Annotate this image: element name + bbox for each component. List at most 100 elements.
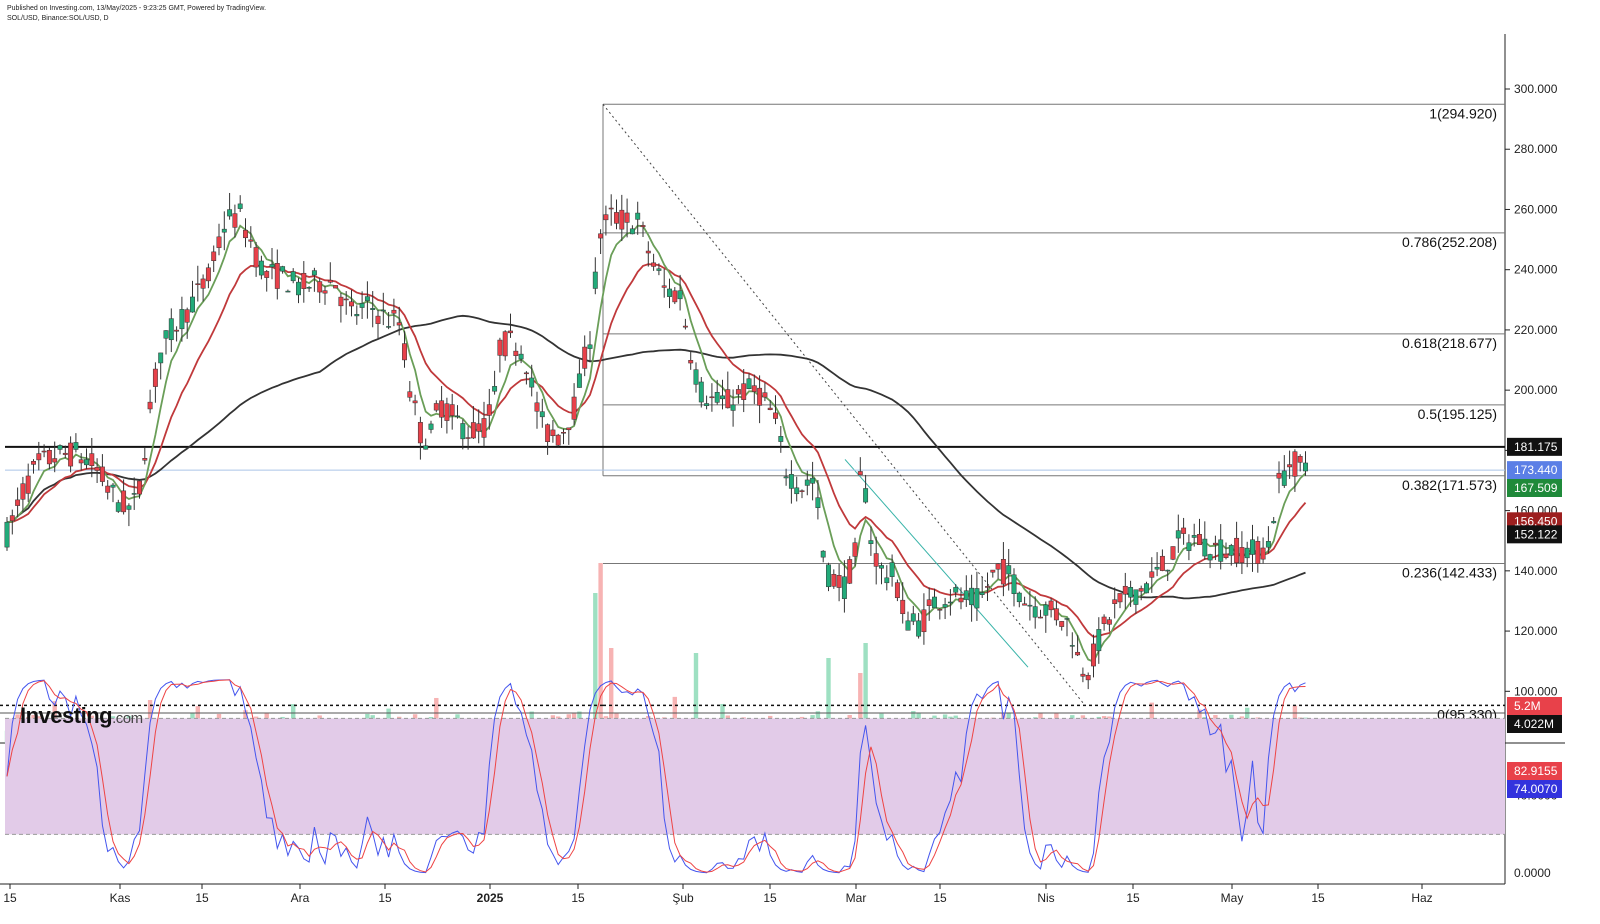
candle-body xyxy=(857,471,863,476)
candle-body xyxy=(576,373,582,388)
candle-body xyxy=(158,352,164,364)
candle-body xyxy=(523,372,529,375)
candle-body xyxy=(306,287,312,289)
fib-label-0.5: 0.5(195.125) xyxy=(1418,406,1497,422)
candle-body xyxy=(995,563,1001,570)
y-tick-label: 260.000 xyxy=(1514,202,1558,216)
candle-body xyxy=(1197,534,1202,546)
candle-body xyxy=(1260,547,1266,560)
candle-body xyxy=(258,260,264,276)
candle-body xyxy=(99,466,105,482)
candle-body xyxy=(619,209,625,230)
candle-body xyxy=(1038,616,1043,619)
candle-body xyxy=(1096,629,1102,652)
price-tag: 167.509 xyxy=(1514,481,1558,495)
candle-body xyxy=(115,502,121,512)
candle-body xyxy=(470,422,476,439)
y-tick-label: 280.000 xyxy=(1514,142,1558,156)
candle-body xyxy=(1297,456,1303,463)
candle-body xyxy=(94,467,100,471)
candle-body xyxy=(873,553,879,567)
candle-body xyxy=(1133,589,1139,605)
candle-body xyxy=(1064,618,1070,620)
candle-body xyxy=(1239,547,1245,564)
candle-body xyxy=(227,209,233,217)
candle-body xyxy=(280,266,286,272)
candle-body xyxy=(444,403,450,421)
volume-bar xyxy=(826,658,831,743)
candle-body xyxy=(126,505,132,510)
candle-body xyxy=(486,404,492,416)
candle-body xyxy=(1091,643,1096,667)
candle-body xyxy=(1228,545,1234,556)
candle-body xyxy=(1265,541,1271,548)
fib-label-0.786: 0.786(252.208) xyxy=(1402,234,1497,250)
candle-body xyxy=(1016,592,1022,603)
candle-body xyxy=(465,437,471,439)
candle-body xyxy=(640,225,646,228)
candle-body xyxy=(333,285,339,289)
candle-body xyxy=(799,490,805,492)
x-tick-label: Kas xyxy=(110,891,131,905)
x-tick-label: Ara xyxy=(291,891,310,905)
candle-body xyxy=(407,391,413,398)
candle-body xyxy=(947,601,953,604)
x-tick-label: Şub xyxy=(672,891,694,905)
candle-body xyxy=(46,449,52,465)
candle-body xyxy=(651,262,657,267)
candle-body xyxy=(433,403,439,411)
candle-body xyxy=(1069,645,1075,647)
candle-body xyxy=(953,587,959,593)
candle-body xyxy=(89,453,95,466)
stoch-tick-label: 0.0000 xyxy=(1514,866,1551,880)
candle-body xyxy=(1112,599,1118,604)
candle-body xyxy=(84,459,89,466)
candle-body xyxy=(561,431,566,434)
candle-body xyxy=(921,609,927,633)
candle-body xyxy=(932,596,937,609)
stoch-k-tag: 82.9155 xyxy=(1514,764,1558,778)
candle-body xyxy=(555,434,561,446)
x-tick-label: May xyxy=(1221,891,1244,905)
candle-body xyxy=(730,404,736,411)
candle-body xyxy=(439,400,445,418)
candle-body xyxy=(614,212,619,224)
candle-body xyxy=(1117,593,1123,603)
candle-body xyxy=(1159,555,1165,571)
volume-bar xyxy=(593,593,598,743)
stoch-band xyxy=(5,718,1505,835)
candle-body xyxy=(274,263,280,289)
candle-body xyxy=(815,497,821,508)
candle-body xyxy=(1149,571,1155,578)
candle-body xyxy=(1043,604,1049,616)
candle-body xyxy=(603,214,609,221)
candle-body xyxy=(1085,675,1091,681)
candle-body xyxy=(900,599,906,615)
candle-body xyxy=(375,315,381,324)
candle-body xyxy=(110,484,116,488)
sma-long-line xyxy=(6,314,1306,600)
candle-body xyxy=(820,550,826,558)
candle-body xyxy=(36,453,42,461)
candle-body xyxy=(672,290,678,303)
candle-body xyxy=(232,213,238,228)
candle-body xyxy=(78,459,84,464)
candle-body xyxy=(550,429,556,437)
published-line: Published on Investing.com, 13/May/2025 … xyxy=(7,5,267,12)
volume-bar xyxy=(598,563,603,743)
candle-body xyxy=(4,521,10,548)
candle-body xyxy=(698,381,704,403)
candle-body xyxy=(1075,651,1081,656)
candle-body xyxy=(179,309,185,330)
candle-body xyxy=(269,264,275,268)
candle-body xyxy=(629,228,635,235)
candle-body xyxy=(1011,574,1017,594)
candle-body xyxy=(1212,542,1218,545)
candle-body xyxy=(396,322,402,326)
candle-body xyxy=(402,343,407,361)
candle-body xyxy=(1144,583,1149,594)
x-tick-label: 15 xyxy=(763,891,777,905)
candle-body xyxy=(751,385,757,392)
candle-body xyxy=(311,270,317,276)
candle-body xyxy=(1138,588,1144,592)
